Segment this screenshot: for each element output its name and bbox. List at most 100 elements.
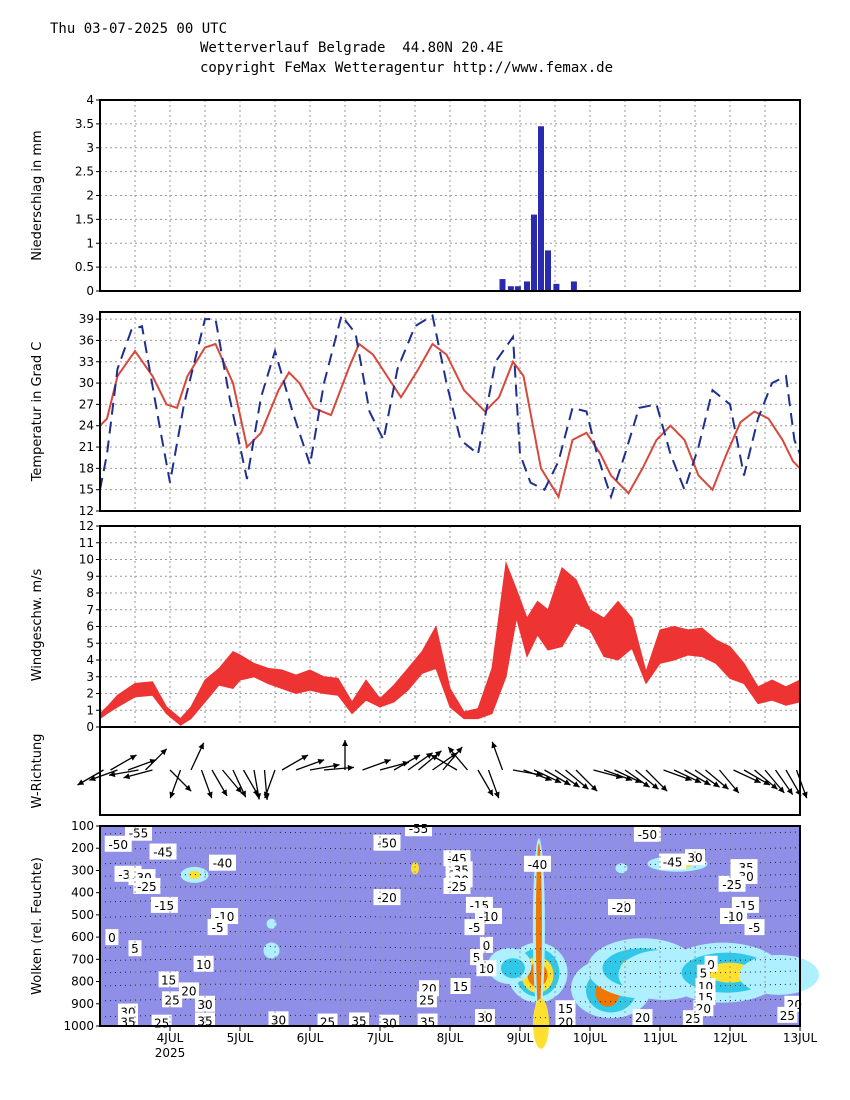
cloud-contour-label: 30: [381, 1017, 396, 1031]
temp-y-axis-label: Temperatur in Grad C: [30, 342, 45, 483]
cloud-contour-label-box: [133, 878, 161, 894]
cloud-isotherm: [99, 970, 801, 975]
cloud-contour-label: -50: [108, 838, 128, 852]
direction-arrow-head: [342, 740, 348, 746]
direction-arrow-head: [786, 787, 793, 795]
cloud-contour-label-box: [777, 1006, 798, 1023]
cloud-contour-label: 35: [120, 1016, 135, 1030]
cloud-contour-label-box: [524, 855, 551, 872]
direction-arrow-head: [255, 793, 262, 800]
cloud-contour-label: 25: [164, 993, 179, 1007]
direction-arrow-head: [778, 786, 785, 793]
temp-y-tick-label: 15: [79, 483, 94, 497]
cloud-contour-label: 5: [473, 951, 481, 965]
cloud-y-tick-label: 900: [71, 997, 94, 1011]
x-axis-day-label: 5JUL: [227, 1031, 254, 1045]
x-axis-day-label: 11JUL: [643, 1031, 678, 1045]
cloud-humidity-area: [411, 862, 419, 875]
temp-y-tick-label: 21: [79, 440, 94, 454]
cloud-contour-label: -45: [663, 856, 683, 870]
wind-y-tick-label: 4: [86, 653, 94, 667]
direction-arrow-head: [493, 791, 500, 799]
cloud-contour-label: -5: [469, 921, 481, 935]
cloud-contour-label: 25: [320, 1016, 335, 1030]
x-axis-day-label: 4JUL: [157, 1031, 184, 1045]
cloud-y-tick-label: 600: [71, 930, 94, 944]
temp-y-tick-label: 33: [79, 355, 94, 369]
cloud-contour-label-box: [162, 991, 183, 1008]
direction-arrow-head: [590, 784, 598, 792]
precip-bar: [507, 286, 514, 291]
direction-arrow-head: [169, 791, 176, 799]
cloud-contour-label: 15: [161, 973, 176, 987]
cloud-contour-label-box: [555, 1000, 576, 1017]
direction-arrow-head: [206, 791, 213, 799]
cloud-isotherm: [99, 998, 801, 1003]
cloud-contour-label: 5: [700, 967, 708, 981]
precip-y-tick-label: 1.5: [75, 212, 94, 226]
cloud-contour-label: -20: [612, 901, 632, 915]
cloud-contour-label-box: [464, 919, 485, 936]
cloud-contour-label: -5: [212, 921, 224, 935]
cloud-y-tick-label: 500: [71, 908, 94, 922]
wind-y-tick-label: 5: [86, 636, 94, 650]
cloud-humidity-area: [535, 843, 542, 1014]
x-axis-year-label: 2025: [155, 1046, 186, 1060]
cloud-contour-label-box: [450, 978, 471, 994]
x-axis-day-label: 8JUL: [437, 1031, 464, 1045]
wind-y-tick-label: 2: [86, 687, 94, 701]
cloud-contour-label: -55: [409, 822, 429, 836]
temp-y-tick-label: 18: [79, 461, 94, 475]
cloud-contour-label: 30: [687, 851, 702, 865]
cloud-contour-label: 25: [780, 1009, 795, 1023]
direction-arrow-head: [563, 779, 571, 785]
direction-panel-bg: [100, 727, 800, 815]
direction-arrow-head: [487, 789, 493, 796]
cloud-y-axis-label: Wolken (rel. Feuchte): [30, 857, 45, 995]
direction-arrow-head: [198, 742, 204, 750]
temp-y-tick-label: 27: [79, 397, 94, 411]
temp-y-tick-label: 30: [79, 376, 94, 390]
cloud-contour-label-box: [744, 919, 765, 936]
cloud-contour-label: -45: [153, 846, 173, 860]
direction-arrow-head: [413, 755, 420, 761]
direction-arrow-head: [431, 755, 438, 761]
cloud-contour-label-box: [125, 824, 152, 841]
cloud-contour-label: -40: [528, 858, 548, 872]
chart-copyright: copyright FeMax Wetteragentur http://www…: [200, 60, 614, 76]
precip-bar: [514, 286, 521, 291]
cloud-contour-label: 35: [351, 1014, 366, 1028]
direction-arrow-head: [347, 764, 354, 771]
precip-bar: [545, 250, 551, 291]
cloud-contour-label: -25: [722, 878, 742, 892]
x-axis-day-label: 10JUL: [573, 1031, 608, 1045]
precip-y-tick-label: 3.5: [75, 117, 94, 131]
direction-arrow-head: [712, 781, 720, 788]
wind-y-tick-label: 9: [86, 569, 94, 583]
cloud-contour-label: -20: [377, 891, 397, 905]
cloud-contour-label-box: [718, 875, 746, 892]
direction-arrow-head: [77, 779, 85, 785]
cloud-contour-label: -50: [377, 837, 397, 851]
cloud-contour-label-box: [608, 899, 635, 916]
temp-y-tick-label: 36: [79, 333, 94, 347]
direction-arrow-head: [301, 755, 308, 761]
cloud-contour-label: -40: [213, 857, 233, 871]
cloud-isotherm: [99, 861, 801, 866]
chart-title: Wetterverlauf Belgrade 44.80N 20.4E: [200, 40, 504, 56]
temp-y-tick-label: 12: [79, 504, 94, 518]
cloud-contour-label: -55: [129, 827, 149, 841]
temp-series-dashed: [99, 313, 801, 501]
precip-bar: [531, 214, 537, 291]
direction-arrow-head: [333, 762, 340, 769]
direction-arrow-head: [770, 783, 778, 790]
cloud-contour-label: -5: [749, 921, 761, 935]
cloud-contour-label-box: [416, 991, 437, 1008]
cloud-contour-label-box: [195, 995, 215, 1012]
direction-arrow-head: [685, 775, 692, 782]
direction-arrow-head: [317, 758, 325, 765]
direction-arrow-head: [184, 784, 192, 792]
wind-y-tick-label: 3: [86, 670, 94, 684]
cloud-isotherm: [99, 930, 801, 935]
cloud-contour-label-box: [150, 896, 178, 913]
